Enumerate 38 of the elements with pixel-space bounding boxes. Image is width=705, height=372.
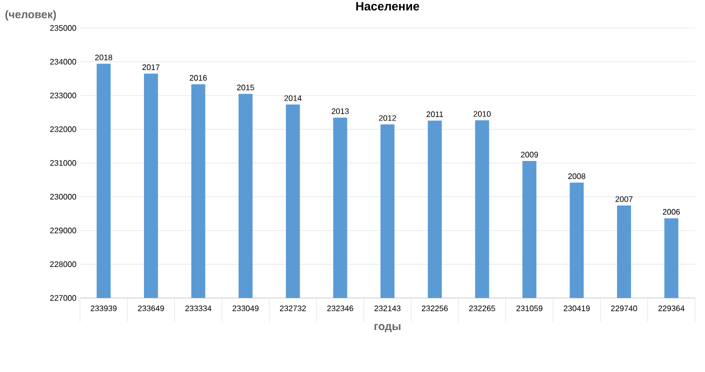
x-axis-title: годы bbox=[374, 324, 400, 332]
x-tick-label: 232256 bbox=[422, 306, 448, 312]
annotation: 2006 bbox=[662, 209, 680, 215]
y-tick-label: 229000 bbox=[50, 228, 76, 234]
y-tick-label: 230000 bbox=[50, 194, 76, 200]
y-tick-label: 231000 bbox=[50, 160, 76, 166]
x-tick-label: 233334 bbox=[185, 306, 212, 312]
chart-title: Население bbox=[356, 2, 420, 10]
x-tick-label: 232143 bbox=[374, 306, 400, 312]
x-tick-label: 231059 bbox=[516, 306, 542, 312]
annotation: 2007 bbox=[616, 196, 633, 202]
x-tick-label: 229740 bbox=[611, 306, 638, 312]
annotation: 2018 bbox=[95, 54, 112, 60]
y-tick-label: 227000 bbox=[50, 295, 76, 301]
x-tick-label: 233049 bbox=[232, 306, 259, 312]
annotation: 2014 bbox=[284, 95, 302, 102]
x-tick-label: 230419 bbox=[564, 306, 590, 312]
annotation: 2017 bbox=[142, 64, 160, 70]
y-tick-label: 235000 bbox=[50, 25, 76, 31]
y-tick-label: 234000 bbox=[50, 58, 76, 65]
x-tick-label: 232265 bbox=[469, 306, 496, 312]
annotation: 2013 bbox=[332, 108, 349, 114]
annotation: 2009 bbox=[520, 152, 538, 158]
x-tick-label: 233649 bbox=[138, 306, 164, 312]
y-tick-label: 232000 bbox=[50, 126, 76, 132]
y-tick-label: 233000 bbox=[50, 92, 76, 98]
annotation: 2012 bbox=[379, 115, 396, 121]
annotation: 2010 bbox=[474, 111, 491, 117]
x-tick-label: 232346 bbox=[327, 306, 354, 312]
y-axis-title: (человек) bbox=[5, 10, 56, 20]
x-tick-label: 233939 bbox=[90, 306, 117, 312]
annotation: 2011 bbox=[426, 111, 444, 118]
annotation: 2015 bbox=[237, 84, 254, 90]
annotation: 2008 bbox=[568, 173, 586, 180]
x-tick-label: 232732 bbox=[280, 306, 306, 312]
y-tick-label: 228000 bbox=[50, 261, 76, 268]
annotation: 2016 bbox=[190, 75, 207, 81]
x-tick-label: 229364 bbox=[658, 306, 684, 312]
